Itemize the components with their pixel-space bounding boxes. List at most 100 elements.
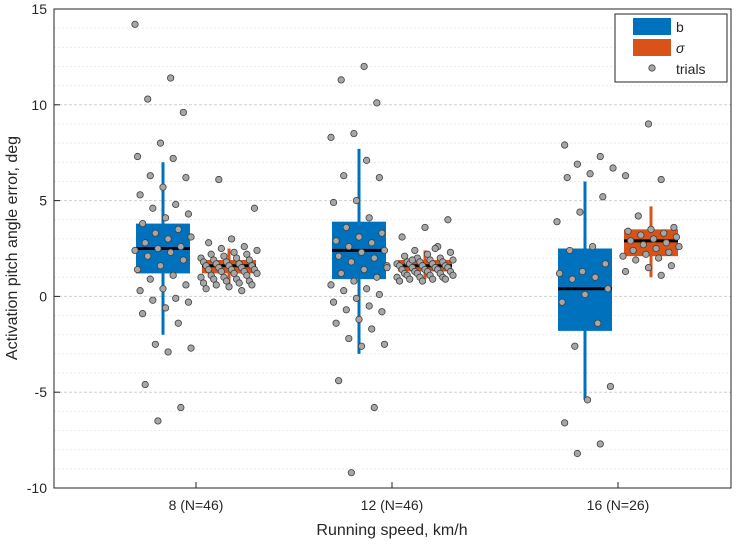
- trial-point: [172, 200, 180, 209]
- trial-point: [329, 198, 338, 207]
- y-tick-label: 10: [31, 97, 47, 113]
- trial-point: [164, 348, 172, 356]
- trial-point: [159, 183, 167, 191]
- trial-point: [360, 62, 368, 71]
- trial-point: [131, 246, 139, 255]
- trial-points: [131, 20, 683, 477]
- legend-trials-label: trials: [676, 61, 706, 77]
- trial-point: [395, 277, 404, 285]
- y-axis-title: Activation pitch angle error, deg: [4, 136, 21, 360]
- trial-point: [621, 172, 630, 180]
- y-tick-label: 15: [31, 1, 47, 17]
- trial-point: [606, 382, 615, 391]
- trial-point: [248, 281, 256, 289]
- trial-point: [596, 440, 604, 448]
- trial-point: [373, 273, 381, 281]
- trial-point: [215, 175, 223, 184]
- x-tick-label: 8 (N=46): [169, 497, 224, 513]
- trial-point: [401, 252, 409, 260]
- trial-point: [169, 271, 177, 279]
- trial-point: [342, 306, 350, 314]
- trial-point: [583, 396, 592, 404]
- trial-point: [378, 229, 386, 237]
- trial-point: [365, 302, 373, 310]
- trial-point: [398, 233, 406, 241]
- trial-point: [363, 285, 371, 293]
- trial-point: [345, 242, 353, 251]
- trial-point: [441, 275, 449, 283]
- legend: b σ trials: [614, 13, 728, 83]
- trial-point: [253, 246, 261, 255]
- trial-point: [573, 160, 581, 168]
- trial-point: [576, 208, 584, 216]
- legend-sigma-swatch: [633, 39, 671, 56]
- trial-point: [555, 269, 564, 278]
- trial-point: [182, 281, 190, 289]
- trial-point: [337, 269, 345, 278]
- trial-point: [449, 271, 457, 279]
- x-ticks: 8 (N=46) 12 (N=46) 16 (N=26): [169, 482, 649, 513]
- trial-point: [632, 256, 640, 264]
- trial-point: [370, 403, 378, 412]
- trial-point: [644, 120, 653, 128]
- trial-point: [149, 204, 157, 212]
- trial-point: [179, 108, 187, 117]
- trial-point: [340, 287, 348, 295]
- trial-point: [156, 139, 165, 147]
- trial-point: [662, 239, 670, 247]
- trial-point: [634, 212, 642, 220]
- trial-point: [672, 233, 681, 241]
- trial-point: [383, 264, 391, 272]
- trial-point: [355, 315, 363, 323]
- y-ticks: -10 -5 0 5 10 15: [27, 1, 60, 496]
- trial-point: [655, 254, 663, 262]
- trial-point: [154, 244, 162, 253]
- trial-point: [164, 235, 172, 243]
- trial-point: [345, 334, 353, 343]
- trial-point: [604, 285, 612, 293]
- trial-point: [644, 264, 653, 272]
- legend-sigma-label: σ: [676, 40, 685, 56]
- trial-point: [363, 156, 371, 164]
- trial-point: [578, 267, 587, 276]
- trial-point: [360, 265, 368, 274]
- trial-point: [627, 237, 635, 245]
- trial-point: [342, 223, 350, 232]
- trial-point: [350, 277, 358, 285]
- trial-point: [169, 154, 177, 163]
- trial-point: [621, 267, 630, 276]
- trial-point: [327, 133, 335, 141]
- trial-point: [649, 235, 658, 243]
- trial-point: [370, 254, 378, 262]
- trial-point: [179, 256, 187, 264]
- trial-point: [337, 76, 345, 84]
- trial-point: [133, 152, 142, 161]
- trial-point: [665, 248, 673, 256]
- plot-area: -10 -5 0 5 10 15 8 (N=46) 12 (N=46) 16 (N=26): [27, 1, 732, 513]
- trial-point: [561, 419, 569, 427]
- trial-point: [629, 246, 637, 255]
- trial-point: [154, 417, 162, 425]
- trial-point: [670, 223, 678, 232]
- trial-point: [423, 250, 432, 258]
- trial-point: [245, 256, 253, 264]
- trial-point: [561, 141, 569, 149]
- trial-point: [596, 152, 604, 161]
- legend-trials-marker: [648, 64, 656, 72]
- legend-b-swatch: [633, 18, 671, 35]
- trial-point: [609, 164, 617, 172]
- trial-point: [177, 242, 185, 251]
- trial-point: [207, 250, 215, 258]
- trial-point: [167, 74, 175, 82]
- trial-point: [378, 308, 386, 316]
- trial-point: [368, 325, 376, 333]
- trial-point: [136, 287, 144, 295]
- y-tick-label: 0: [39, 288, 47, 304]
- trial-point: [573, 449, 581, 458]
- trial-point: [243, 271, 251, 279]
- trial-point: [210, 275, 218, 283]
- trial-point: [599, 193, 607, 201]
- trial-point: [156, 262, 165, 270]
- trial-point: [174, 319, 182, 327]
- trial-point: [601, 260, 609, 268]
